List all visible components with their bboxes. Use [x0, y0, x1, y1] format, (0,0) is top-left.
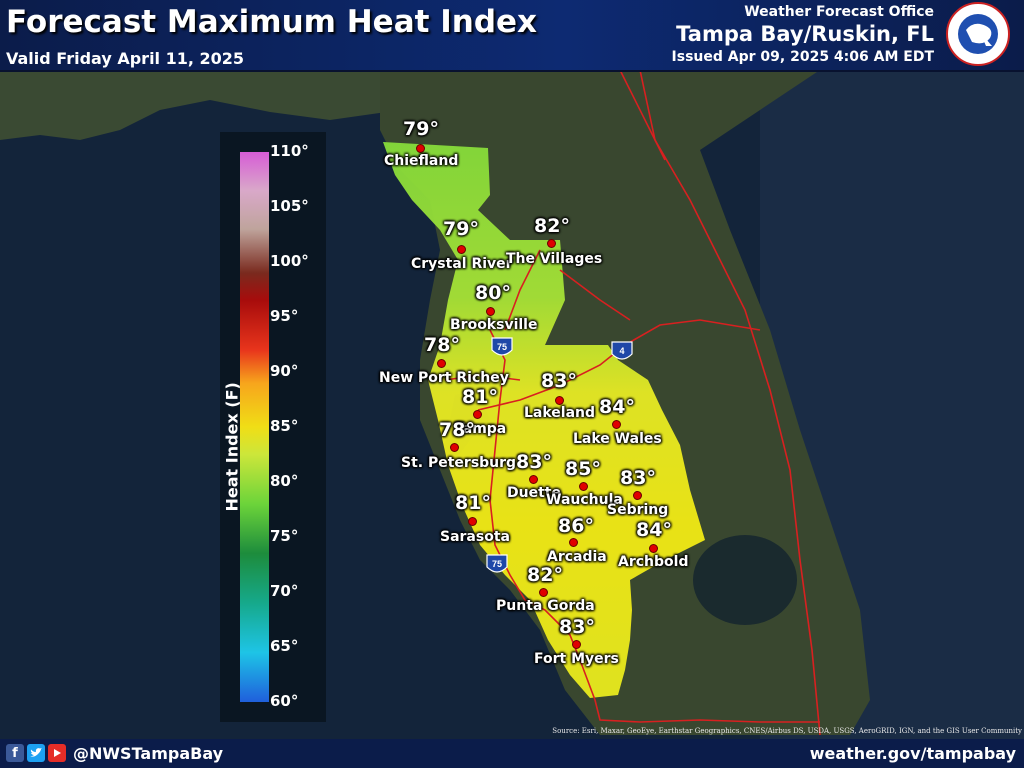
colorbar-tick: 80°: [270, 472, 299, 490]
city-value-st-petersburg: 78°: [439, 419, 475, 441]
city-name-the-villages: The Villages: [506, 251, 603, 267]
city-dot-sarasota: [468, 517, 477, 526]
city-value-sarasota: 81°: [455, 492, 491, 514]
colorbar-tick: 60°: [270, 692, 299, 710]
city-name-crystal-river: Crystal River: [411, 256, 513, 272]
city-dot-arcadia: [569, 538, 578, 547]
city-dot-duette: [529, 475, 538, 484]
colorbar-tick: 65°: [270, 637, 299, 655]
chart-title: Forecast Maximum Heat Index: [6, 4, 538, 40]
header-bar: Forecast Maximum Heat Index Valid Friday…: [0, 0, 1024, 72]
i75-shield-south: 75: [486, 554, 508, 573]
colorbar-tick: 105°: [270, 197, 309, 215]
issued-time: Issued Apr 09, 2025 4:06 AM EDT: [671, 49, 934, 65]
colorbar-tick: 70°: [270, 582, 299, 600]
svg-text:75: 75: [492, 559, 502, 569]
city-name-new-port-richey: New Port Richey: [379, 370, 509, 386]
i75-shield-north: 75: [491, 337, 513, 356]
city-name-sarasota: Sarasota: [440, 529, 510, 545]
website-link[interactable]: weather.gov/tampabay: [809, 744, 1016, 763]
city-dot-new-port-richey: [437, 359, 446, 368]
city-dot-crystal-river: [457, 245, 466, 254]
city-value-tampa: 81°: [462, 386, 498, 408]
colorbar-tick: 110°: [270, 142, 309, 160]
city-name-chiefland: Chiefland: [384, 153, 459, 169]
city-name-brooksville: Brooksville: [450, 317, 538, 333]
city-value-fort-myers: 83°: [559, 616, 595, 638]
i4-shield: 4: [611, 341, 633, 360]
city-dot-punta-gorda: [539, 588, 548, 597]
city-name-lakeland: Lakeland: [524, 405, 596, 421]
svg-text:4: 4: [619, 346, 624, 356]
city-dot-lakeland: [555, 396, 564, 405]
city-dot-the-villages: [547, 239, 556, 248]
city-value-the-villages: 82°: [534, 215, 570, 237]
city-value-wauchula: 85°: [565, 458, 601, 480]
city-value-sebring: 83°: [620, 467, 656, 489]
city-value-arcadia: 86°: [558, 515, 594, 537]
city-dot-sebring: [633, 491, 642, 500]
city-name-arcadia: Arcadia: [547, 549, 607, 565]
colorbar-tick: 90°: [270, 362, 299, 380]
valid-date: Valid Friday April 11, 2025: [6, 49, 245, 68]
footer-bar: f @NWSTampaBay weather.gov/tampabay: [0, 739, 1024, 768]
colorbar-tick: 75°: [270, 527, 299, 545]
colorbar: [240, 152, 269, 702]
city-name-duette: Duette: [507, 485, 561, 501]
highway-network: [444, 69, 821, 736]
city-name-wauchula: Wauchula: [546, 492, 623, 508]
city-name-archbold: Archbold: [618, 554, 689, 570]
lake-okeechobee: [693, 535, 797, 625]
city-value-punta-gorda: 82°: [527, 564, 563, 586]
city-value-duette: 83°: [516, 451, 552, 473]
city-dot-archbold: [649, 544, 658, 553]
youtube-icon[interactable]: [48, 744, 66, 762]
city-name-tampa: Tampa: [455, 421, 507, 437]
city-value-archbold: 84°: [636, 519, 672, 541]
city-value-lake-wales: 84°: [599, 396, 635, 418]
heat-index-overlay: [383, 142, 705, 698]
city-dot-chiefland: [416, 144, 425, 153]
city-name-punta-gorda: Punta Gorda: [496, 598, 595, 614]
city-name-sebring: Sebring: [607, 502, 669, 518]
social-icons: f: [6, 744, 66, 762]
city-dot-fort-myers: [572, 640, 581, 649]
twitter-icon[interactable]: [27, 744, 45, 762]
city-value-new-port-richey: 78°: [424, 334, 460, 356]
map-source: Source: Esri, Maxar, GeoEye, Earthstar G…: [552, 727, 1022, 735]
city-dot-st-petersburg: [450, 443, 459, 452]
city-dot-lake-wales: [612, 420, 621, 429]
office-location: Tampa Bay/Ruskin, FL: [676, 22, 934, 46]
colorbar-tick: 85°: [270, 417, 299, 435]
colorbar-tick: 100°: [270, 252, 309, 270]
city-name-st-petersburg: St. Petersburg: [401, 455, 517, 471]
city-dot-wauchula: [579, 482, 588, 491]
colorbar-tick: 95°: [270, 307, 299, 325]
city-dot-brooksville: [486, 307, 495, 316]
panhandle-land: [0, 70, 420, 140]
city-value-crystal-river: 79°: [443, 218, 479, 240]
city-value-brooksville: 80°: [475, 282, 511, 304]
facebook-icon[interactable]: f: [6, 744, 24, 762]
office-label: Weather Forecast Office: [744, 4, 934, 20]
city-name-fort-myers: Fort Myers: [534, 651, 619, 667]
colorbar-label: Heat Index (F): [222, 382, 242, 512]
social-handle[interactable]: @NWSTampaBay: [73, 744, 224, 763]
svg-text:75: 75: [497, 342, 507, 352]
city-value-chiefland: 79°: [403, 118, 439, 140]
city-dot-tampa: [473, 410, 482, 419]
city-value-lakeland: 83°: [541, 370, 577, 392]
heat-index-legend: 60° 65° 70° 75° 80° 85° 90° 95° 100° 105° 110° Hea…: [220, 132, 326, 722]
city-name-lake-wales: Lake Wales: [573, 431, 662, 447]
nws-logo-icon: [946, 2, 1010, 66]
